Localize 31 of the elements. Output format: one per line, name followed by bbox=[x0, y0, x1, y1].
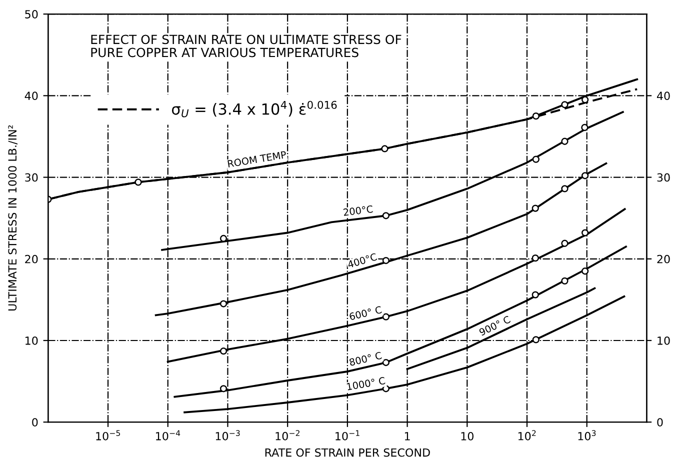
text: 400°C bbox=[347, 252, 378, 268]
text: ROOM TEMP bbox=[228, 150, 287, 168]
text: 200°C bbox=[343, 205, 373, 216]
text: 900° C bbox=[478, 316, 511, 336]
y2-tick-label: 40 bbox=[656, 92, 670, 100]
x-tick-label: 10$^{−5}$ bbox=[96, 430, 120, 440]
x-tick-label: 10 bbox=[461, 432, 474, 440]
y-tick-label: 0 bbox=[32, 418, 38, 426]
y-tick-label: 40 bbox=[24, 92, 38, 100]
y-tick-label: 20 bbox=[25, 254, 38, 264]
y-tick-label: 10 bbox=[26, 336, 38, 345]
text: EFFECT OF STRAIN RATE ON ULTIMATE STRESS OF PURE COPPER AT VARIOUS TEMPERATURES bbox=[91, 34, 402, 58]
x-tick-label: 10$^{−1}$ bbox=[336, 430, 360, 440]
x-axis-title: RATE OF STRAIN PER SECOND bbox=[265, 448, 430, 457]
y2-tick-label: 0 bbox=[657, 418, 663, 426]
x-tick-label: 10$^{2}$ bbox=[518, 430, 536, 440]
text: 800° C bbox=[349, 352, 382, 366]
y2-tick-label: 30 bbox=[657, 173, 670, 182]
x-tick-label: 10$^{−3}$ bbox=[216, 430, 240, 440]
text: 600° C bbox=[349, 306, 382, 320]
y-axis-title: ULTIMATE STRESS IN 1000 LB./IN² bbox=[8, 125, 18, 311]
x-tick-label: 10$^{−4}$ bbox=[156, 430, 180, 440]
y-tick-label: 30 bbox=[25, 173, 38, 182]
legend-label: σ$_{U}$ = (3.4 x 10$^{4}$) ε̇$^{0.016}$ bbox=[172, 100, 337, 118]
text: 1000° C bbox=[346, 376, 386, 390]
y2-tick-label: 20 bbox=[657, 254, 670, 264]
x-tick-label: 10$^{3}$ bbox=[578, 430, 596, 440]
y2-tick-label: 10 bbox=[658, 336, 670, 345]
x-tick-label: 10$^{−2}$ bbox=[276, 430, 300, 440]
x-tick-label: 1 bbox=[404, 432, 410, 440]
y-tick-label: 50 bbox=[25, 10, 38, 18]
